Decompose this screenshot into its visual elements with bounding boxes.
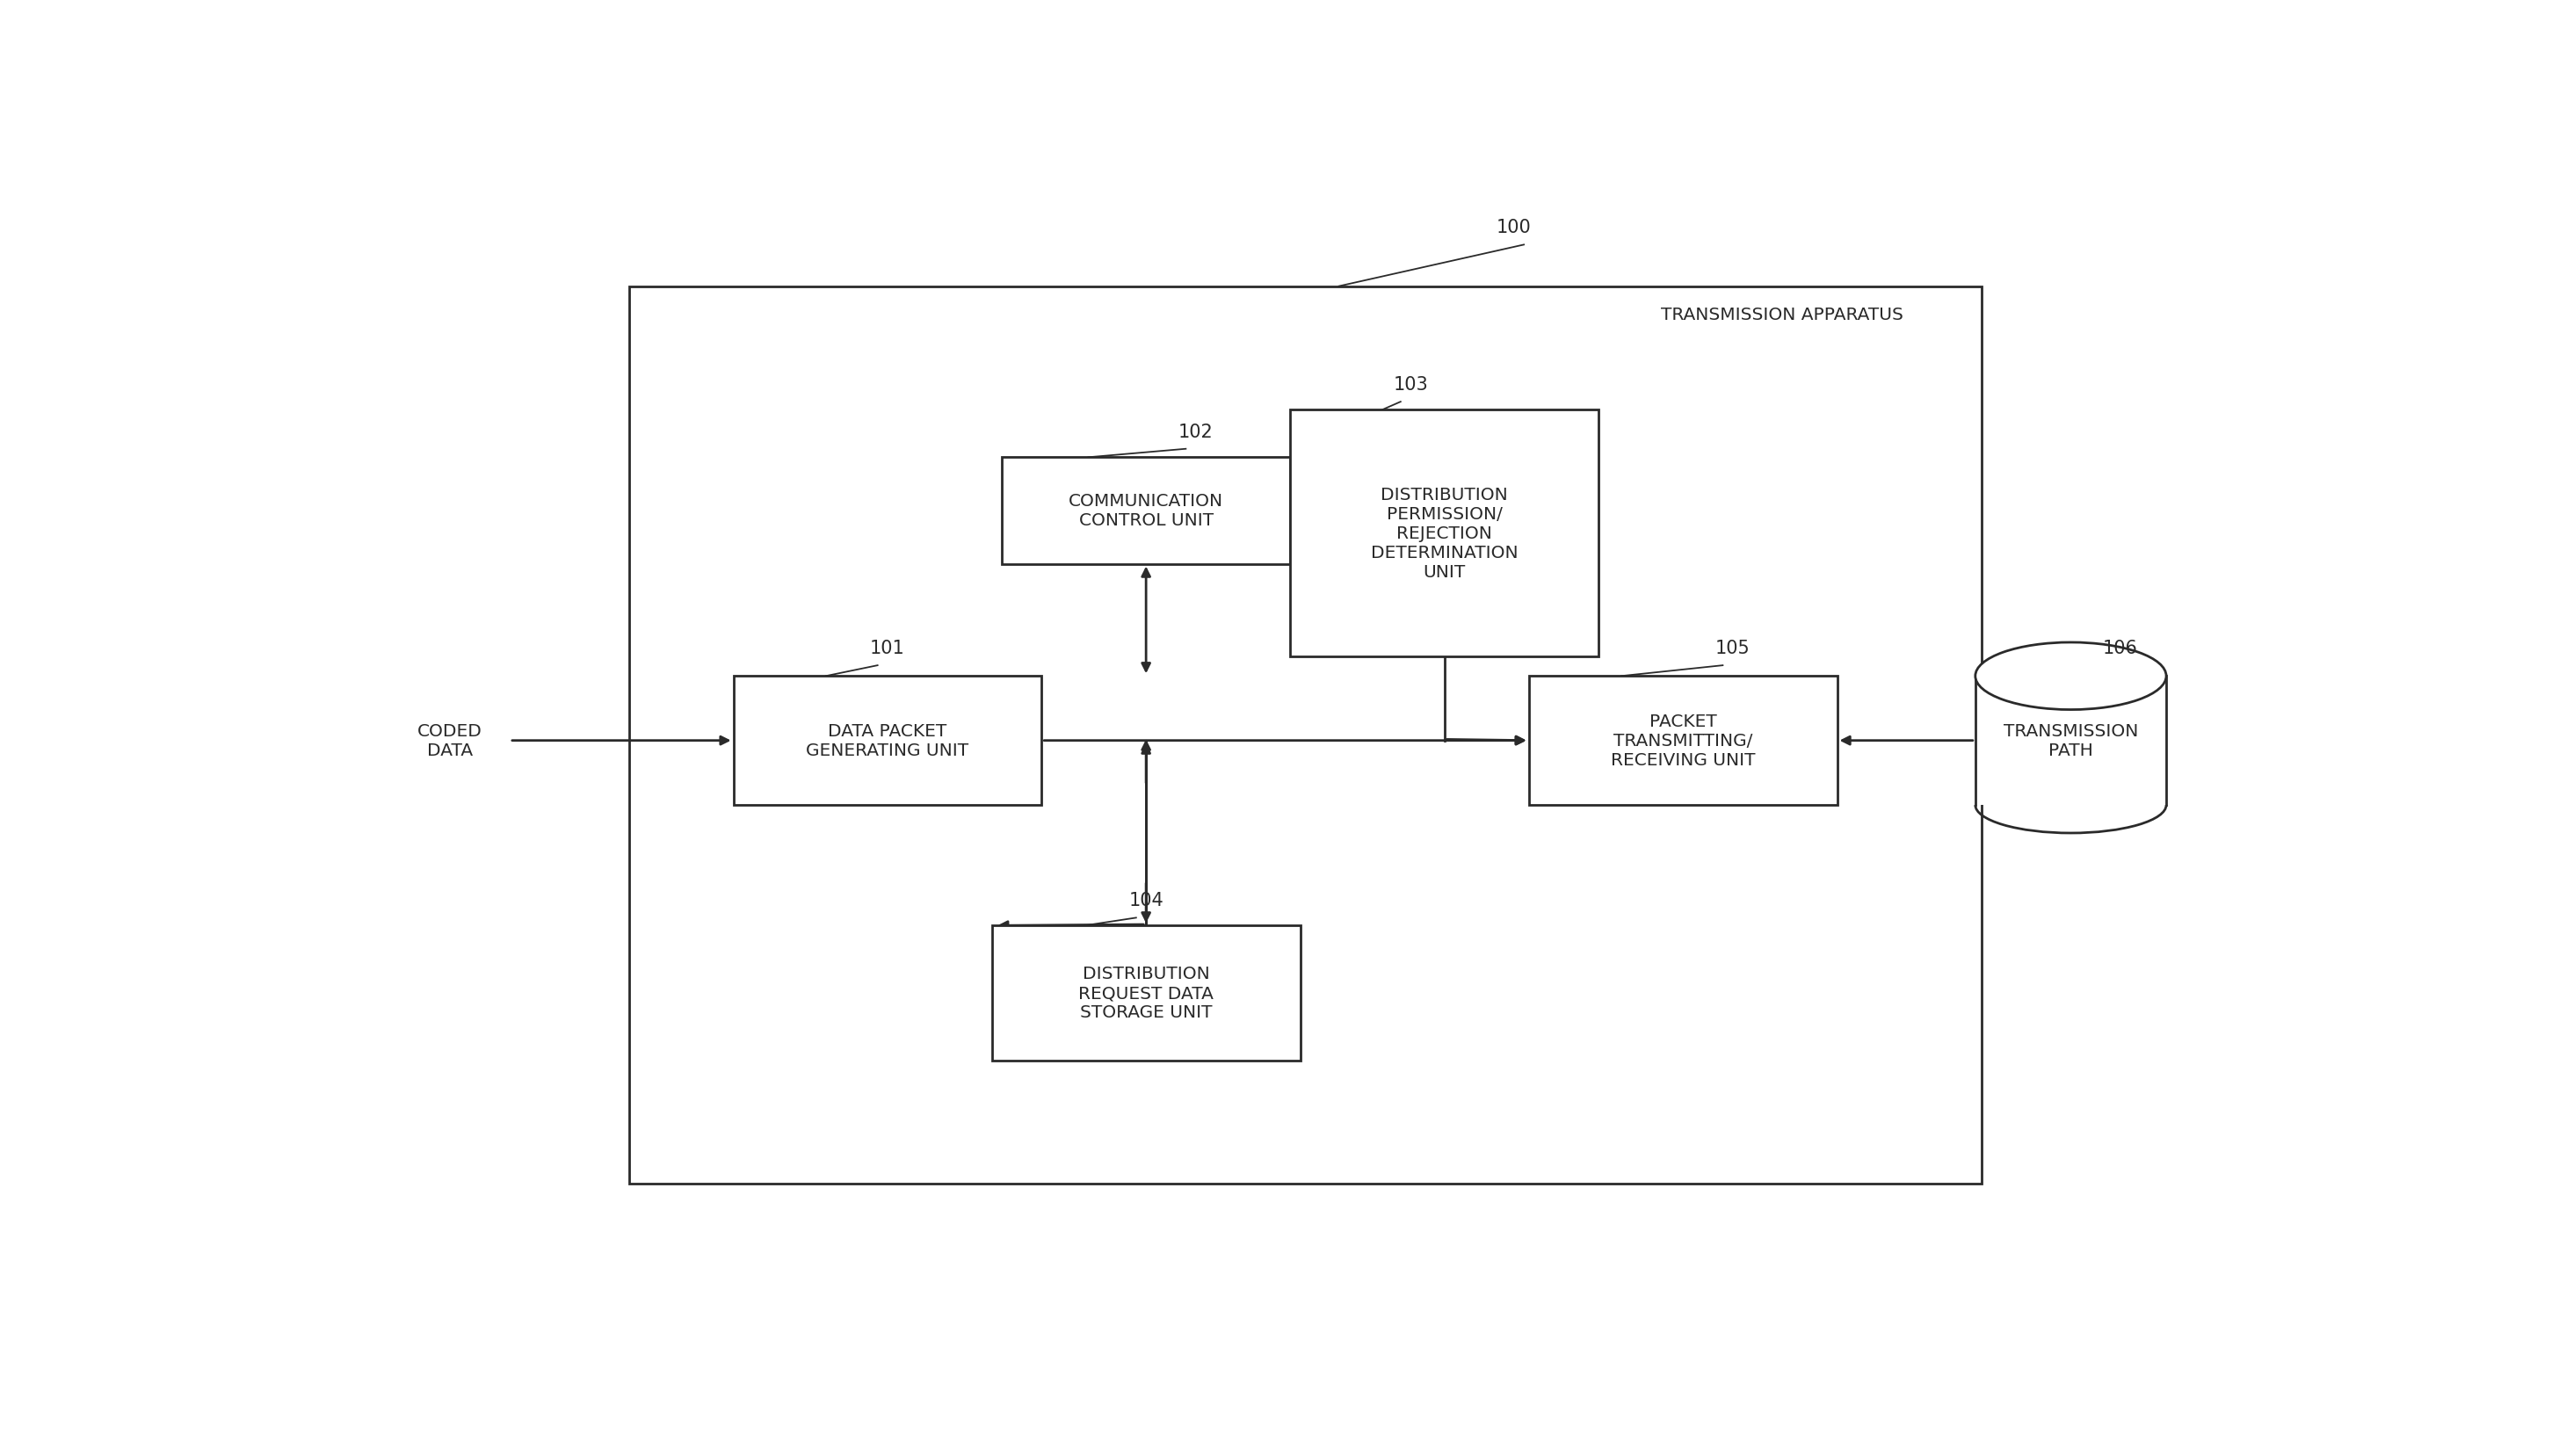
Bar	[629, 287, 1981, 1184]
Bar	[1976, 677, 2166, 805]
Text: TRANSMISSION APPARATUS: TRANSMISSION APPARATUS	[1660, 307, 1904, 323]
Bar	[1529, 677, 1837, 805]
Text: 103: 103	[1393, 376, 1429, 393]
Ellipse shape	[1976, 642, 2166, 711]
Text: TRANSMISSION
PATH: TRANSMISSION PATH	[2004, 722, 2137, 759]
Bar	[1001, 457, 1291, 565]
Bar	[1291, 411, 1599, 657]
Text: PACKET
TRANSMITTING/
RECEIVING UNIT: PACKET TRANSMITTING/ RECEIVING UNIT	[1611, 713, 1755, 769]
Text: 106: 106	[2104, 639, 2137, 657]
Text: 101: 101	[870, 639, 906, 657]
Bar	[734, 677, 1042, 805]
Text: 104: 104	[1129, 891, 1162, 909]
Text: 102: 102	[1178, 422, 1214, 440]
Text: DISTRIBUTION
PERMISSION/
REJECTION
DETERMINATION
UNIT: DISTRIBUTION PERMISSION/ REJECTION DETER…	[1370, 486, 1519, 581]
Bar	[993, 926, 1301, 1060]
Text: 105: 105	[1714, 639, 1750, 657]
Text: 100: 100	[1496, 218, 1532, 236]
Text: CODED
DATA: CODED DATA	[418, 722, 482, 759]
Text: DATA PACKET
GENERATING UNIT: DATA PACKET GENERATING UNIT	[806, 722, 970, 759]
Text: DISTRIBUTION
REQUEST DATA
STORAGE UNIT: DISTRIBUTION REQUEST DATA STORAGE UNIT	[1078, 965, 1214, 1021]
Text: COMMUNICATION
CONTROL UNIT: COMMUNICATION CONTROL UNIT	[1067, 494, 1224, 529]
